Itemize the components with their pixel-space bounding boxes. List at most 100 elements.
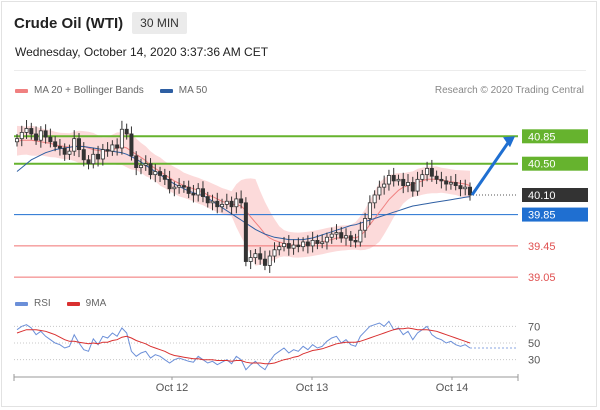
- candle-body: [358, 229, 363, 243]
- candle-body: [406, 182, 411, 187]
- level-label-text: 40.50: [528, 159, 556, 171]
- candle-body: [186, 186, 191, 194]
- candle-body: [167, 178, 172, 190]
- candle-body: [43, 130, 48, 138]
- candle-body: [282, 243, 287, 248]
- rsi-legend-label: RSI: [34, 298, 51, 309]
- legend-item-ma50: MA 50: [159, 85, 207, 96]
- candle-body: [129, 133, 134, 157]
- candle-body: [315, 239, 320, 244]
- attribution-text: Research © 2020 Trading Central: [434, 85, 584, 96]
- candle-body: [215, 200, 220, 208]
- candle-body: [324, 236, 329, 243]
- candle-body: [177, 185, 182, 188]
- candle-body: [81, 149, 86, 161]
- candle-body: [124, 128, 129, 135]
- rsi9ma-legend-label: 9MA: [85, 298, 107, 309]
- ma20-swatch: [15, 88, 28, 93]
- level-badge: [522, 188, 588, 202]
- candle-body: [467, 186, 472, 196]
- candle-body: [363, 218, 368, 231]
- candle-body: [296, 244, 301, 248]
- candle-body: [367, 202, 372, 219]
- rsi-level-label: 50: [528, 338, 540, 350]
- level-badge: [522, 156, 588, 171]
- header-divider: [14, 70, 586, 71]
- candle-body: [329, 233, 334, 238]
- candle-body: [277, 246, 282, 251]
- level-label-40.10: 40.10: [522, 188, 588, 202]
- level-label-40.50: 40.50: [522, 156, 588, 171]
- candle-body: [286, 243, 291, 249]
- candle-body: [86, 159, 91, 165]
- level-label-text: 39.85: [528, 210, 556, 222]
- candle-body: [344, 235, 349, 239]
- rsi9ma-swatch: [66, 301, 80, 306]
- projection-arrow-shaft: [470, 140, 511, 196]
- candle-body: [272, 249, 277, 257]
- price-legend: MA 20 + Bollinger Bands MA 50: [15, 85, 223, 96]
- candle-body: [57, 146, 62, 149]
- candle-body: [196, 188, 201, 196]
- candle-body: [234, 198, 239, 208]
- candle-body: [448, 182, 453, 185]
- candle-body: [391, 175, 396, 182]
- candle-body: [229, 200, 234, 208]
- candle-body: [301, 241, 306, 248]
- timeframe-badge[interactable]: 30 MIN: [132, 12, 187, 34]
- candle-body: [53, 141, 58, 147]
- candle-body: [239, 198, 244, 204]
- candle-body: [305, 241, 310, 247]
- candle-body: [67, 150, 72, 155]
- candle-body: [96, 153, 101, 160]
- rsi-legend: RSI 9MA: [15, 298, 122, 309]
- candle-body: [119, 128, 124, 149]
- candle-body: [172, 186, 177, 190]
- candle-body: [429, 167, 434, 177]
- candle-body: [253, 253, 258, 259]
- candle-body: [463, 186, 468, 190]
- candle-body: [148, 163, 153, 176]
- candle-body: [191, 193, 196, 196]
- legend-item-ma20: MA 20 + Bollinger Bands: [15, 85, 144, 96]
- level-label-40.85: 40.85: [522, 129, 588, 144]
- candle-body: [410, 182, 415, 192]
- candle-body: [210, 200, 215, 204]
- candle-body: [401, 178, 406, 187]
- candle-body: [38, 130, 43, 141]
- candle-body: [248, 257, 253, 262]
- candle-body: [320, 241, 325, 244]
- candle-body: [181, 185, 186, 188]
- candle-body: [143, 163, 148, 166]
- rsi-9ma-line: [16, 327, 471, 365]
- rsi-swatch: [15, 301, 28, 306]
- candle-body: [62, 147, 67, 155]
- level-badge: [522, 129, 588, 144]
- candle-body: [134, 155, 139, 169]
- level-label-text: 39.45: [528, 241, 556, 253]
- level-label-39.05: 39.05: [528, 272, 556, 284]
- x-tick-label: Oct 13: [296, 382, 328, 394]
- candle-body: [100, 149, 105, 160]
- candle-body: [258, 253, 263, 260]
- candle-body: [48, 136, 53, 143]
- candle-body: [224, 200, 229, 205]
- level-label-text: 40.10: [528, 190, 556, 202]
- candle-body: [262, 258, 267, 266]
- rsi-level-label: 70: [528, 321, 540, 333]
- candle-body: [267, 255, 272, 266]
- candle-body: [24, 128, 29, 133]
- candle-body: [420, 174, 425, 180]
- level-label-text: 39.05: [528, 272, 556, 284]
- candle-body: [220, 203, 225, 208]
- candle-body: [105, 149, 110, 152]
- candle-body: [372, 194, 377, 204]
- candle-body: [377, 186, 382, 196]
- x-tick-label: Oct 14: [436, 382, 468, 394]
- candle-body: [382, 183, 387, 188]
- candle-body: [110, 144, 115, 152]
- ma50-swatch: [159, 88, 173, 93]
- rsi-level-label: 30: [528, 355, 540, 367]
